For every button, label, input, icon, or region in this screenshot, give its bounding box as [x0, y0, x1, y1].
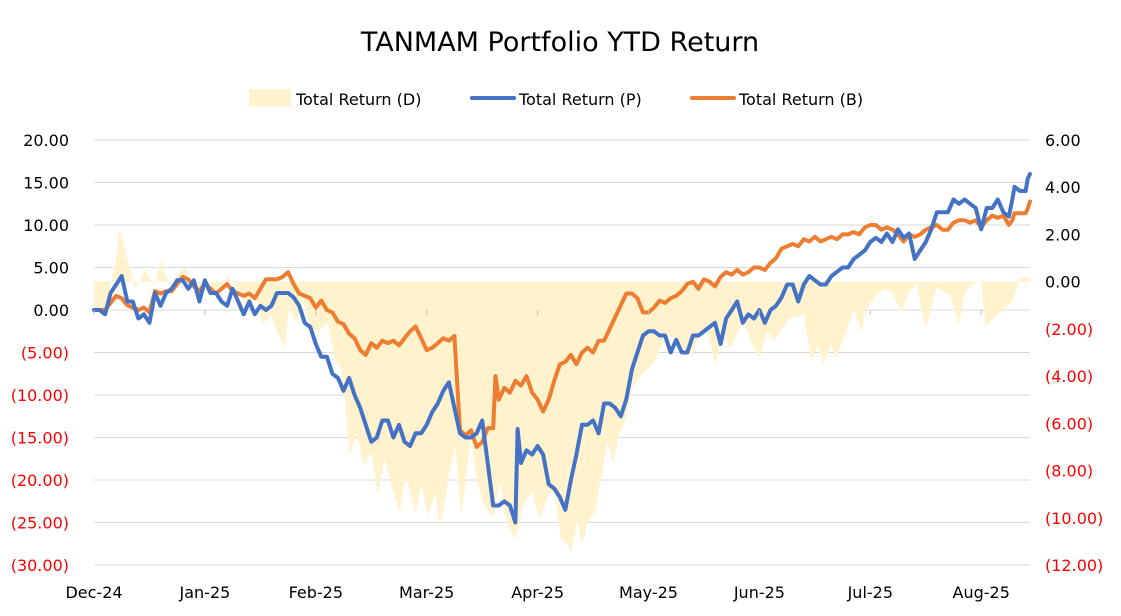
- y-right-tick-label: 6.00: [1045, 131, 1081, 150]
- y-right-tick-label: (2.00): [1045, 320, 1093, 339]
- y-left-tick-label: (5.00): [21, 344, 69, 363]
- legend: Total Return (D) Total Return (P) Total …: [249, 89, 863, 109]
- x-tick-label: Jan-25: [179, 583, 231, 602]
- legend-label-total-return-p: Total Return (P): [518, 90, 642, 109]
- line-series-layer: [92, 172, 1032, 525]
- x-tick-label: Apr-25: [511, 583, 564, 602]
- legend-label-total-return-b: Total Return (B): [738, 90, 863, 109]
- chart-title: TANMAM Portfolio YTD Return: [360, 27, 759, 58]
- y-left-tick-label: 15.00: [23, 174, 69, 193]
- left-axis: (30.00) (25.00) (20.00) (15.00) (10.00) (5.00…: [11, 131, 69, 575]
- y-right-tick-label: (10.00): [1045, 509, 1103, 528]
- y-right-tick-label: (6.00): [1045, 414, 1093, 433]
- y-left-tick-label: 0.00: [33, 301, 69, 320]
- y-left-tick-label: 10.00: [23, 216, 69, 235]
- legend-swatch-total-return-d: [249, 89, 291, 107]
- x-tick-label: Feb-25: [289, 583, 343, 602]
- series-line-total-return-b: [92, 199, 1032, 449]
- series-line-total-return-p: [92, 172, 1032, 525]
- y-right-tick-label: 0.00: [1045, 273, 1081, 292]
- y-left-tick-label: 20.00: [23, 131, 69, 150]
- x-tick-label: Mar-25: [399, 583, 454, 602]
- y-right-tick-label: (8.00): [1045, 462, 1093, 481]
- y-right-tick-label: (4.00): [1045, 367, 1093, 386]
- y-right-tick-label: (12.00): [1045, 556, 1103, 575]
- legend-label-total-return-d: Total Return (D): [295, 90, 421, 109]
- x-axis: Dec-24 Jan-25 Feb-25 Mar-25 Apr-25 May-25 Jun-…: [65, 310, 1010, 602]
- y-left-tick-label: (25.00): [11, 514, 69, 533]
- y-left-tick-label: (15.00): [11, 429, 69, 448]
- x-tick-label: Dec-24: [65, 583, 122, 602]
- right-axis: (12.00) (10.00) (8.00) (6.00) (4.00) (2.00) 0.…: [1045, 131, 1103, 575]
- y-right-tick-label: 4.00: [1045, 178, 1081, 197]
- y-left-tick-label: (20.00): [11, 471, 69, 490]
- y-left-tick-label: (10.00): [11, 386, 69, 405]
- x-tick-label: Aug-25: [953, 583, 1010, 602]
- x-tick-label: Jun-25: [733, 583, 785, 602]
- y-left-tick-label: (30.00): [11, 556, 69, 575]
- x-tick-label: Jul-25: [847, 583, 893, 602]
- x-tick-label: May-25: [619, 583, 678, 602]
- y-left-tick-label: 5.00: [33, 259, 69, 278]
- y-right-tick-label: 2.00: [1045, 225, 1081, 244]
